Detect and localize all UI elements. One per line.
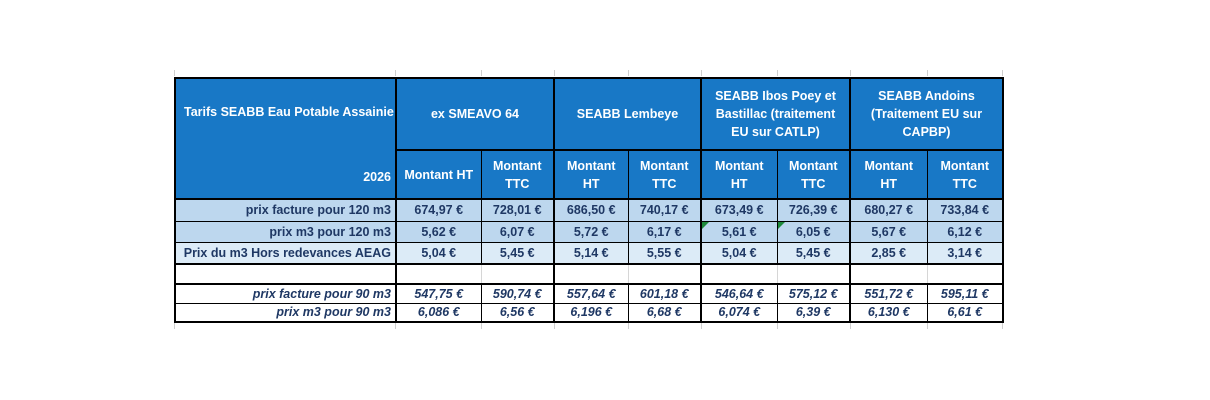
value-cell[interactable]: 6,39 € [776, 303, 850, 323]
value-cell[interactable]: 5,45 € [776, 242, 850, 265]
value-cell[interactable]: 601,18 € [627, 283, 701, 304]
value-cell[interactable]: 6,086 € [396, 303, 481, 323]
value-cell[interactable]: 6,68 € [627, 303, 701, 323]
row-label-prix-m3-90m3[interactable]: prix m3 pour 90 m3 [174, 303, 397, 323]
group-header-ex-smeavo-64[interactable]: ex SMEAVO 64 [395, 77, 554, 151]
gridline-tick [554, 70, 555, 76]
value-cell[interactable]: 5,67 € [849, 221, 927, 243]
empty-cell[interactable] [174, 264, 397, 284]
value-cell[interactable]: 728,01 € [480, 199, 554, 222]
value-cell[interactable]: 6,07 € [480, 221, 554, 243]
value-cell[interactable]: 595,11 € [926, 283, 1004, 304]
value-cell[interactable]: 680,27 € [849, 199, 927, 222]
gridline-tick [927, 323, 928, 329]
empty-cell[interactable] [700, 264, 777, 284]
value-cell[interactable]: 557,64 € [553, 283, 628, 304]
table-year: 2026 [363, 170, 391, 184]
value-cell[interactable]: 6,074 € [700, 303, 777, 323]
subheader-montant-ttc[interactable]: Montant TTC [926, 150, 1004, 200]
subheader-montant-ttc[interactable]: Montant TTC [480, 150, 554, 200]
gridline-tick [481, 70, 482, 76]
value-cell[interactable]: 726,39 € [776, 199, 850, 222]
value-cell[interactable]: 547,75 € [396, 283, 481, 304]
gridline-tick [850, 70, 851, 76]
empty-cell[interactable] [480, 264, 554, 284]
gridline-tick [628, 323, 629, 329]
subheader-montant-ht[interactable]: Montant HT [700, 150, 777, 200]
gridline-tick [174, 70, 175, 76]
value-cell[interactable]: 6,17 € [627, 221, 701, 243]
value-text: 5,61 € [721, 224, 757, 239]
gridline-tick [701, 323, 702, 329]
value-cell[interactable]: 5,72 € [553, 221, 628, 243]
tariff-table: Tarifs SEABB Eau Potable Assainie 2026 e… [174, 77, 1004, 323]
subheader-montant-ht[interactable]: Montant HT [395, 150, 481, 200]
value-cell[interactable]: 5,45 € [480, 242, 554, 265]
error-flag-icon [778, 221, 785, 229]
value-cell[interactable]: 5,62 € [396, 221, 481, 243]
value-cell[interactable]: 6,196 € [553, 303, 628, 323]
value-text: 6,05 € [795, 224, 831, 239]
value-cell[interactable]: 3,14 € [926, 242, 1004, 265]
value-cell[interactable]: 5,04 € [396, 242, 481, 265]
value-cell[interactable]: 551,72 € [849, 283, 927, 304]
gridline-tick [554, 323, 555, 329]
tariff-table-region: Tarifs SEABB Eau Potable Assainie 2026 e… [174, 70, 1004, 329]
value-cell[interactable]: 674,97 € [396, 199, 481, 222]
error-flag-icon [703, 221, 709, 229]
value-cell[interactable]: 6,130 € [849, 303, 927, 323]
empty-cell[interactable] [627, 264, 701, 284]
value-cell[interactable]: 546,64 € [700, 283, 777, 304]
row-label-prix-m3-120m3[interactable]: prix m3 pour 120 m3 [174, 221, 397, 243]
empty-cell[interactable] [553, 264, 628, 284]
subheader-montant-ht[interactable]: Montant HT [849, 150, 927, 200]
empty-cell[interactable] [776, 264, 850, 284]
gridline-tick [927, 70, 928, 76]
gridline-tick [1002, 323, 1003, 329]
gridline-tick [1002, 70, 1003, 76]
value-cell[interactable]: 673,49 € [700, 199, 777, 222]
title-cell[interactable]: Tarifs SEABB Eau Potable Assainie 2026 [174, 77, 397, 200]
gridline-tick [395, 70, 396, 76]
subheader-montant-ht[interactable]: Montant HT [553, 150, 628, 200]
value-cell[interactable]: 6,61 € [926, 303, 1004, 323]
empty-cell[interactable] [396, 264, 481, 284]
value-cell[interactable]: 6,56 € [480, 303, 554, 323]
gridline-tick [850, 323, 851, 329]
gridline-tick [777, 70, 778, 76]
row-label-prix-m3-hors-redevances-aeag[interactable]: Prix du m3 Hors redevances AEAG [174, 242, 397, 265]
gridline-tick [628, 70, 629, 76]
empty-cell[interactable] [849, 264, 927, 284]
value-cell[interactable]: 5,61 € [700, 221, 777, 243]
empty-cell[interactable] [926, 264, 1004, 284]
gridline-tick [777, 323, 778, 329]
row-label-prix-facture-120m3[interactable]: prix facture pour 120 m3 [174, 199, 397, 222]
group-header-seabb-andoins[interactable]: SEABB Andoins (Traitement EU sur CAPBP) [849, 77, 1004, 151]
value-cell[interactable]: 575,12 € [776, 283, 850, 304]
value-cell[interactable]: 6,05 € [776, 221, 850, 243]
subheader-montant-ttc[interactable]: Montant TTC [627, 150, 701, 200]
row-label-prix-facture-90m3[interactable]: prix facture pour 90 m3 [174, 283, 397, 304]
gridline-tick [481, 323, 482, 329]
value-cell[interactable]: 740,17 € [627, 199, 701, 222]
table-title: Tarifs SEABB Eau Potable Assainie [184, 105, 394, 119]
value-cell[interactable]: 686,50 € [553, 199, 628, 222]
value-cell[interactable]: 6,12 € [926, 221, 1004, 243]
value-cell[interactable]: 5,55 € [627, 242, 701, 265]
gridline-tick [395, 323, 396, 329]
gridline-tick [174, 323, 175, 329]
value-cell[interactable]: 5,04 € [700, 242, 777, 265]
gridline-tick [701, 70, 702, 76]
value-cell[interactable]: 590,74 € [480, 283, 554, 304]
value-cell[interactable]: 733,84 € [926, 199, 1004, 222]
subheader-montant-ttc[interactable]: Montant TTC [776, 150, 850, 200]
value-cell[interactable]: 5,14 € [553, 242, 628, 265]
group-header-seabb-ibos-poey-bastillac[interactable]: SEABB Ibos Poey et Bastillac (traitement… [700, 77, 850, 151]
group-header-seabb-lembeye[interactable]: SEABB Lembeye [553, 77, 701, 151]
value-cell[interactable]: 2,85 € [849, 242, 927, 265]
